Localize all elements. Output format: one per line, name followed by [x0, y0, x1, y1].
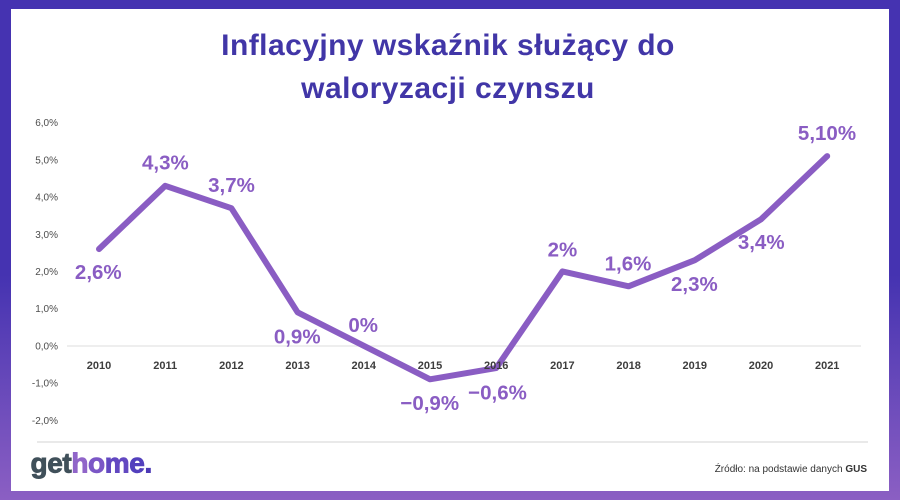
svg-text:2012: 2012	[219, 360, 243, 372]
svg-text:-2,0%: -2,0%	[32, 416, 58, 427]
svg-text:1,0%: 1,0%	[35, 304, 58, 315]
svg-text:−0,6%: −0,6%	[468, 382, 527, 405]
svg-text:3,4%: 3,4%	[738, 231, 785, 254]
svg-text:Źródło: na podstawie danych GU: Źródło: na podstawie danych GUS	[715, 462, 868, 475]
svg-text:2,6%: 2,6%	[75, 261, 122, 284]
svg-text:2017: 2017	[550, 360, 574, 372]
svg-text:2020: 2020	[749, 360, 773, 372]
svg-text:6,0%: 6,0%	[35, 118, 58, 129]
svg-text:2013: 2013	[285, 360, 309, 372]
svg-text:2011: 2011	[153, 360, 177, 372]
svg-text:0%: 0%	[348, 314, 378, 337]
svg-text:2015: 2015	[418, 360, 442, 372]
svg-text:1,6%: 1,6%	[605, 253, 652, 276]
svg-text:2019: 2019	[683, 360, 707, 372]
svg-text:2021: 2021	[815, 360, 839, 372]
svg-text:3,0%: 3,0%	[35, 230, 58, 241]
svg-text:4,3%: 4,3%	[142, 152, 189, 175]
svg-text:2018: 2018	[616, 360, 640, 372]
svg-text:-1,0%: -1,0%	[32, 379, 58, 390]
svg-text:2,0%: 2,0%	[35, 267, 58, 278]
svg-text:gethome.: gethome.	[31, 448, 152, 479]
svg-text:2014: 2014	[352, 360, 377, 372]
svg-text:2016: 2016	[484, 360, 508, 372]
svg-text:2010: 2010	[87, 360, 111, 372]
svg-text:2,3%: 2,3%	[671, 273, 718, 296]
svg-text:0,9%: 0,9%	[274, 325, 321, 348]
svg-text:3,7%: 3,7%	[208, 174, 255, 197]
svg-text:4,0%: 4,0%	[35, 193, 58, 204]
svg-text:5,0%: 5,0%	[35, 155, 58, 166]
svg-text:−0,9%: −0,9%	[400, 392, 459, 415]
svg-text:2%: 2%	[548, 238, 578, 261]
svg-text:0,0%: 0,0%	[35, 341, 58, 352]
svg-text:5,10%: 5,10%	[798, 122, 856, 145]
